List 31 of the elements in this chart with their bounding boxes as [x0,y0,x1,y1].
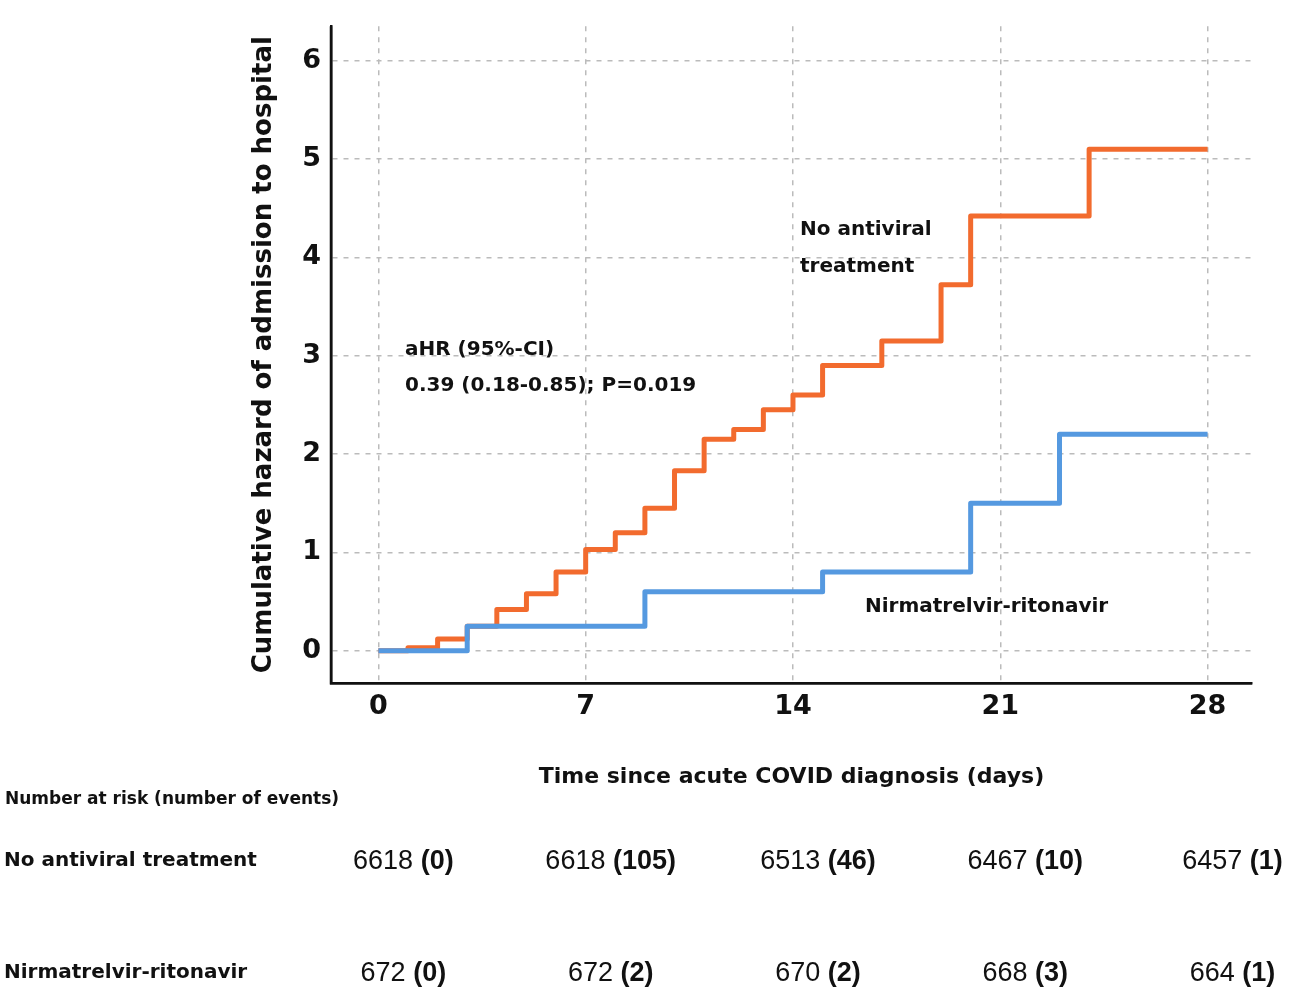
text: 6467 (10) [967,845,1084,876]
x-tick-label: 21 [981,689,1020,721]
text: Number at risk (number of events) [5,788,340,808]
y-tick-label: 2 [302,436,321,468]
x-tick-label: 7 [576,689,596,721]
series-label: No antiviral treatment [800,216,932,278]
y-axis-title: Cumulative hazard of admission to hospital [247,36,278,674]
text: 6457 (1) [1182,845,1283,876]
y-tick-label: 4 [302,239,321,271]
text: 672 (2) [567,957,654,988]
x-tick-label: 14 [774,689,812,721]
x-axis-title: Time since acute COVID diagnosis (days) [538,762,1045,788]
annotation: 0.39 (0.18-0.85); P=0.019 [405,371,697,398]
y-tick-label: 6 [302,42,321,74]
text: 6618 (0) [353,845,454,876]
y-tick-label: 3 [302,337,321,369]
series-label: Nirmatrelvir-ritonavir [865,593,1109,618]
y-tick-label: 5 [302,140,321,172]
y-tick-label: 1 [302,534,321,566]
text: No antiviral treatment [4,847,257,871]
text: Nirmatrelvir-ritonavir [4,959,248,983]
x-tick-label: 28 [1188,689,1227,721]
annotation: aHR (95%-CI) [405,335,555,362]
x-tick-label: 0 [368,689,388,721]
text: 6618 (105) [545,845,676,876]
text: 668 (3) [982,957,1069,988]
text: 672 (0) [360,957,447,988]
text: 670 (2) [775,957,861,988]
y-tick-label: 0 [302,632,321,664]
text: 6513 (46) [760,845,876,876]
text: 664 (1) [1189,957,1276,988]
